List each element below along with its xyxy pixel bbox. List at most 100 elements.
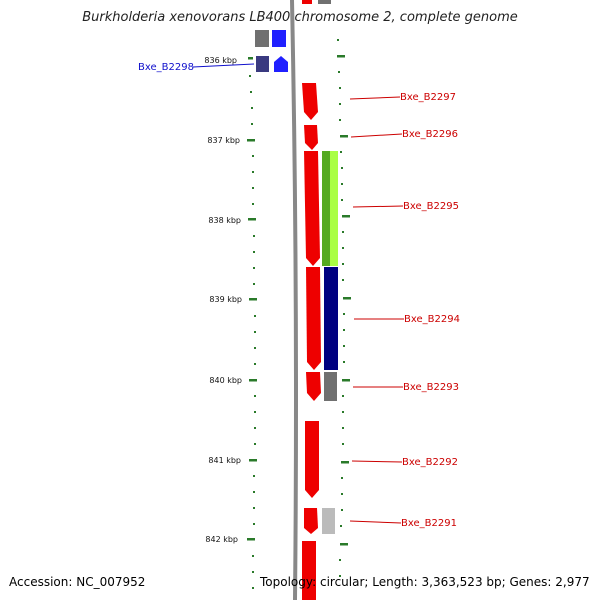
ruler-dash xyxy=(343,297,351,300)
ruler-dash xyxy=(254,363,256,365)
ruler-dash xyxy=(342,247,344,249)
gene-label-bxe-b2298[interactable]: Bxe_B2298 xyxy=(138,62,194,73)
gene-arrow-bxe-b2291 xyxy=(304,508,318,534)
ruler-dash xyxy=(254,443,256,445)
ruler-dash xyxy=(252,587,254,589)
ruler-dash xyxy=(337,39,339,41)
label-leaders xyxy=(192,63,404,524)
ruler-dash xyxy=(249,75,251,77)
ruler-dash xyxy=(337,55,345,58)
ruler-dash xyxy=(253,267,255,269)
ruler-dash xyxy=(254,347,256,349)
ruler-dash xyxy=(342,263,344,265)
ruler-dash xyxy=(250,91,252,93)
ruler-dash xyxy=(252,555,254,557)
ruler-dash xyxy=(342,443,344,445)
map-title: Burkholderia xenovorans LB400 chromosome… xyxy=(82,10,518,25)
feature-red-partial xyxy=(302,0,312,4)
feature-lightgreen-block xyxy=(330,151,338,266)
gene-arrow-bxe-b2298 xyxy=(274,56,288,72)
ruler-dash xyxy=(339,559,341,561)
ruler-dash xyxy=(254,331,256,333)
ruler-dash xyxy=(247,139,255,142)
gene-arrow-bxe-b2295 xyxy=(304,151,320,266)
gene-label-bxe-b2292[interactable]: Bxe_B2292 xyxy=(402,457,458,468)
gene-arrow-partial xyxy=(302,541,316,600)
feature-grey-partial xyxy=(318,0,331,4)
ruler-dash xyxy=(342,279,344,281)
gene-label-bxe-b2293[interactable]: Bxe_B2293 xyxy=(403,382,459,393)
ruler-dash xyxy=(339,575,341,577)
ruler-dash xyxy=(340,135,348,138)
ruler-label-837: 837 kbp xyxy=(207,136,240,145)
gene-arrow-bxe-b2296 xyxy=(304,125,318,150)
ruler-dash xyxy=(247,538,255,541)
forward-strand-genes xyxy=(302,83,321,600)
ruler-dash xyxy=(342,231,344,233)
gene-label-bxe-b2297[interactable]: Bxe_B2297 xyxy=(400,92,456,103)
feature-grey-block xyxy=(324,372,337,401)
gene-label-bxe-b2296[interactable]: Bxe_B2296 xyxy=(402,129,458,140)
ruler-dash xyxy=(254,411,256,413)
leader-line-bxe-b2296 xyxy=(350,133,403,138)
ruler-dash xyxy=(343,361,345,363)
ruler-label-842: 842 kbp xyxy=(205,535,238,544)
ruler-dash xyxy=(252,155,254,157)
gene-arrow-bxe-b2292 xyxy=(305,421,319,498)
ruler-dash xyxy=(253,491,255,493)
ruler-dash xyxy=(341,477,343,479)
gene-label-bxe-b2294[interactable]: Bxe_B2294 xyxy=(404,314,460,325)
topology-text: Topology: circular; Length: 3,363,523 bp… xyxy=(260,575,590,589)
leader-line-bxe-b2295 xyxy=(352,205,404,208)
feature-grey-block xyxy=(255,30,269,47)
ruler-dash xyxy=(251,123,253,125)
ruler-dash xyxy=(252,171,254,173)
chromosome-backbone xyxy=(290,0,298,600)
feature-darkblue-block xyxy=(324,267,338,370)
ruler-dash xyxy=(341,509,343,511)
ruler-dash xyxy=(253,507,255,509)
ruler-dash xyxy=(340,151,342,153)
reverse-strand-features xyxy=(255,30,288,72)
ruler-dash xyxy=(339,103,341,105)
ruler-dash xyxy=(251,107,253,109)
gene-label-bxe-b2295[interactable]: Bxe_B2295 xyxy=(403,201,459,212)
ruler-dash xyxy=(339,119,341,121)
gene-label-bxe-b2291[interactable]: Bxe_B2291 xyxy=(401,518,457,529)
leader-line-bxe-b2298 xyxy=(192,63,255,68)
ruler-dash xyxy=(341,199,343,201)
ruler-right xyxy=(337,39,351,577)
ruler-dash xyxy=(252,187,254,189)
ruler-label-836: 836 kbp xyxy=(204,56,237,65)
feature-navy-block xyxy=(256,56,269,72)
inner-feature-track xyxy=(322,151,338,534)
ruler-left xyxy=(247,57,257,589)
ruler-dash xyxy=(341,167,343,169)
ruler-label-839: 839 kbp xyxy=(209,295,242,304)
ruler-dash xyxy=(252,203,254,205)
ruler-dash xyxy=(249,379,257,382)
ruler-dash xyxy=(254,315,256,317)
ruler-dash xyxy=(343,345,345,347)
ruler-dash xyxy=(343,329,345,331)
ruler-dash xyxy=(341,183,343,185)
ruler-dash xyxy=(253,283,255,285)
ruler-dash xyxy=(248,218,256,221)
ruler-dash xyxy=(252,571,254,573)
ruler-dash xyxy=(253,475,255,477)
accession-text: Accession: NC_007952 xyxy=(9,575,146,589)
ruler-dash xyxy=(340,543,348,546)
gene-arrow-bxe-b2293 xyxy=(306,372,321,401)
feature-blue-block xyxy=(272,30,286,47)
ruler-dash xyxy=(254,427,256,429)
leader-line-bxe-b2292 xyxy=(351,460,403,463)
ruler-label-838: 838 kbp xyxy=(208,216,241,225)
ruler-dash xyxy=(254,395,256,397)
feature-lightgrey-block xyxy=(322,508,335,534)
ruler-dash xyxy=(342,379,350,382)
ruler-dash xyxy=(342,427,344,429)
gene-arrow-bxe-b2294 xyxy=(306,267,321,370)
ruler-label-840: 840 kbp xyxy=(209,376,242,385)
ruler-label-841: 841 kbp xyxy=(208,456,241,465)
